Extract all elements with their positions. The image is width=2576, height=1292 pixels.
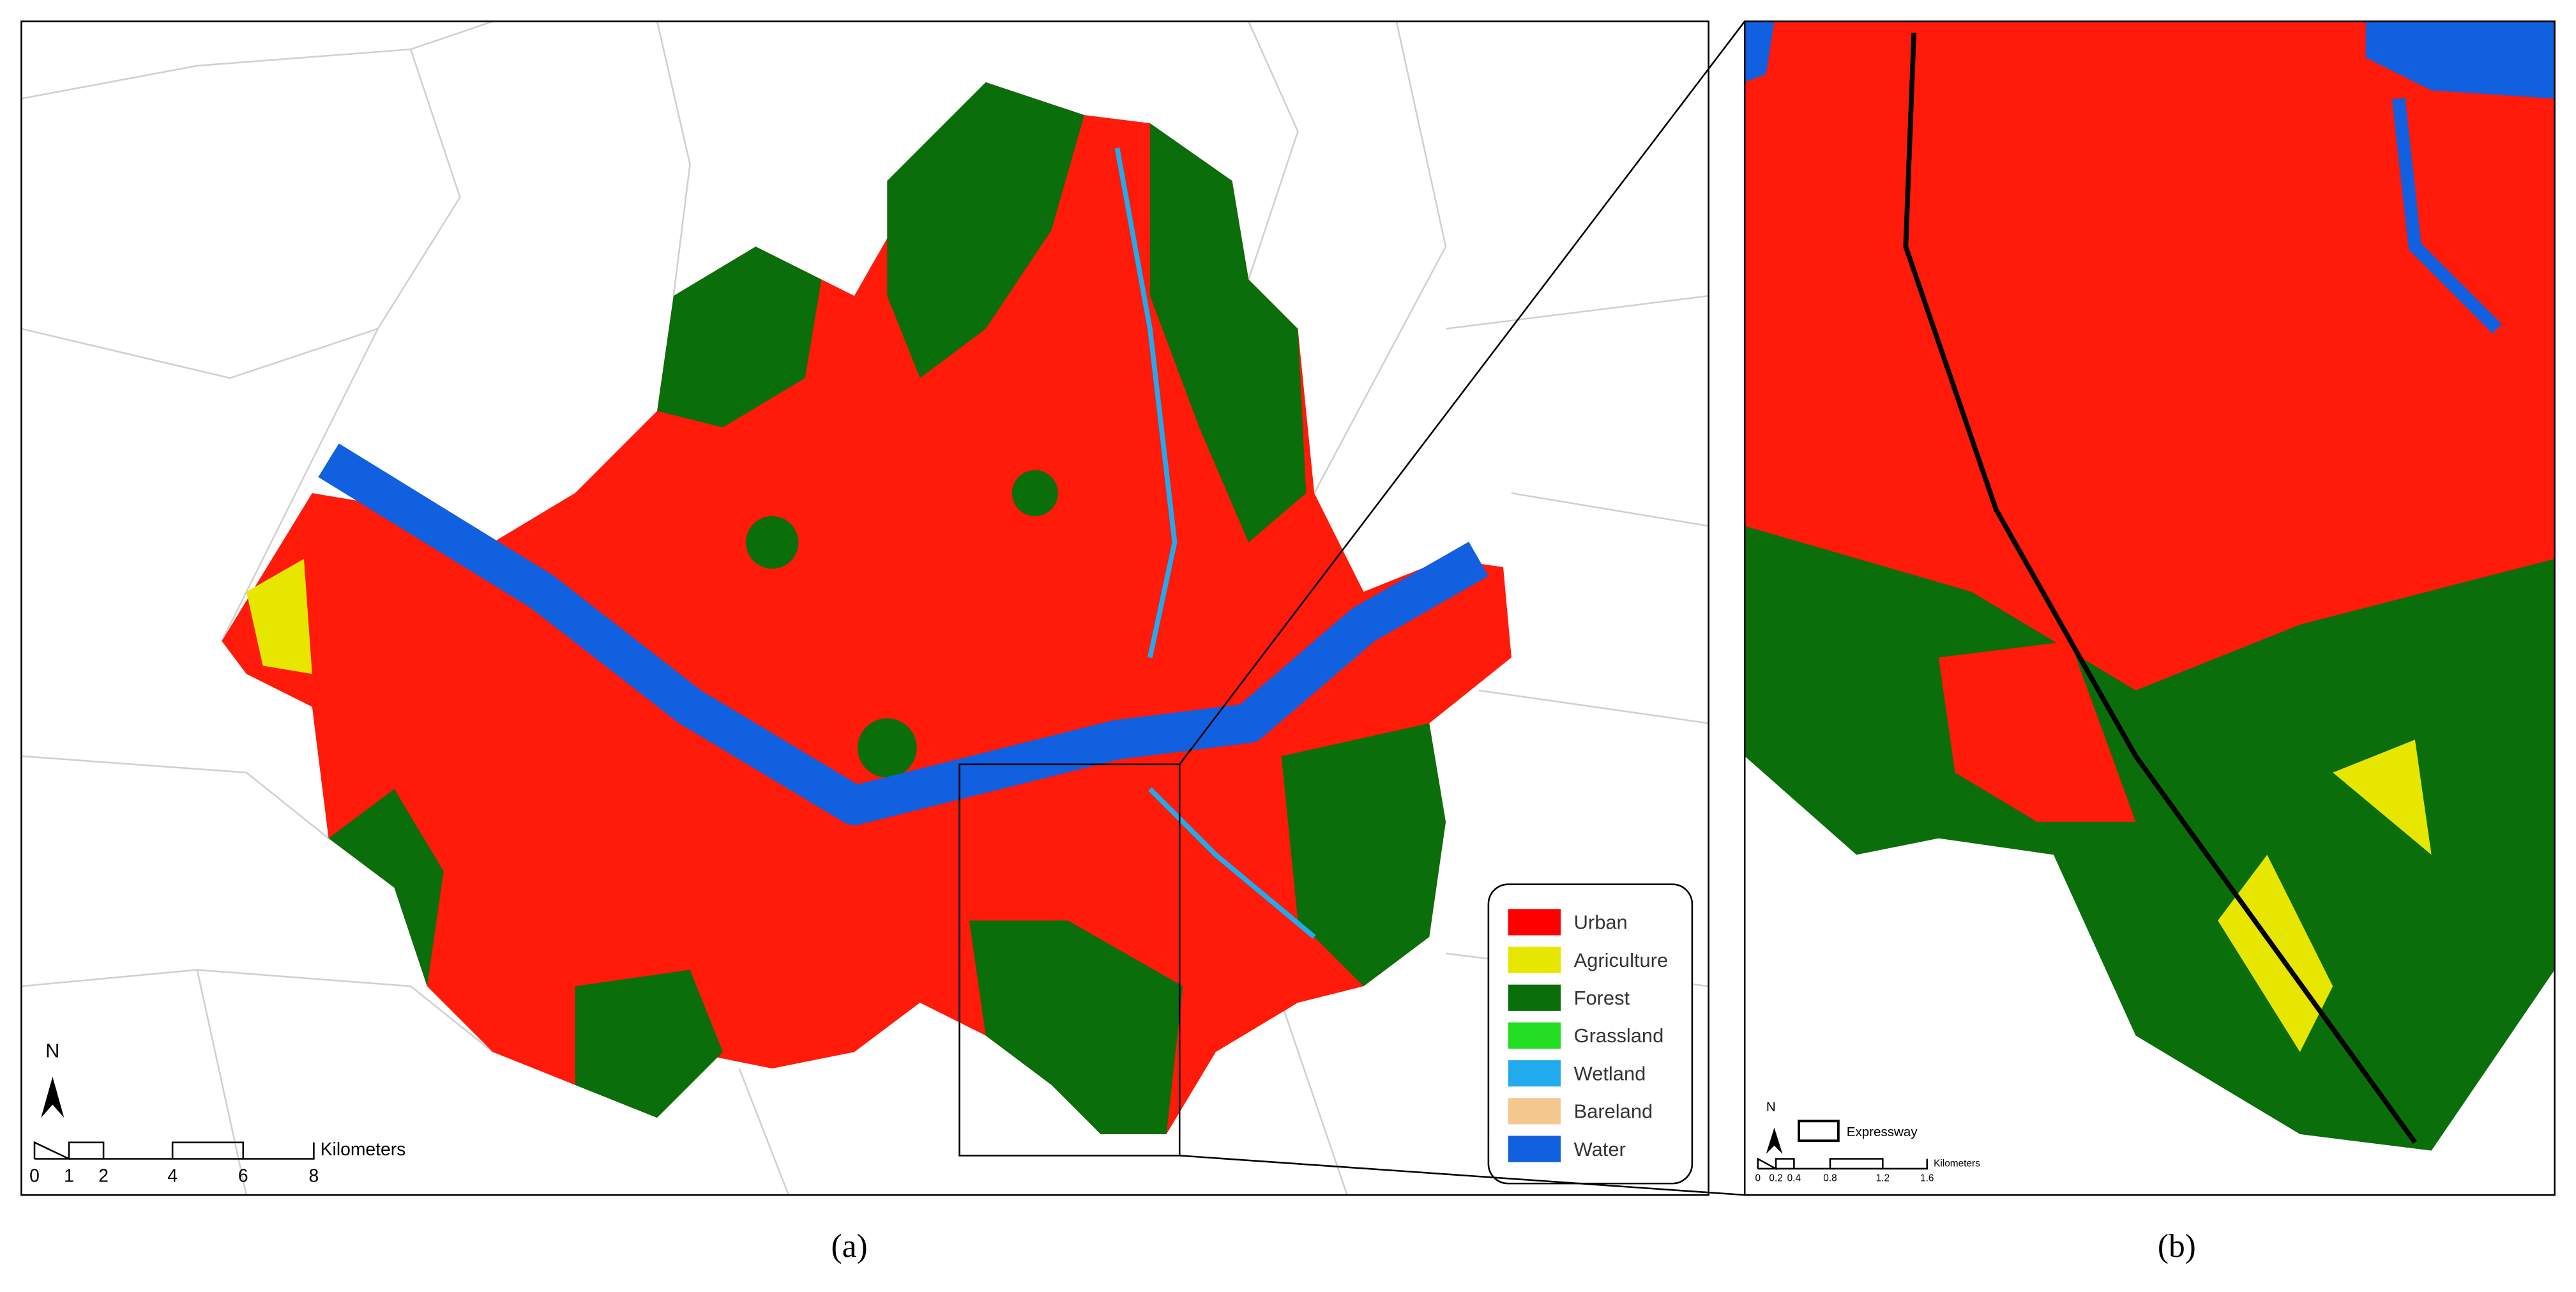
expressway-label: Expressway <box>1847 1125 1918 1139</box>
scale-bar-label: 1.2 <box>1876 1173 1890 1183</box>
north-arrow <box>41 1076 64 1118</box>
panel-a-frame <box>20 20 1709 1196</box>
scale-bar-label: 0 <box>1755 1173 1761 1183</box>
scale-bar-unit: Kilometers <box>321 1139 406 1159</box>
scale-bar-label: 0.4 <box>1787 1173 1801 1183</box>
north-label: N <box>45 1039 59 1061</box>
legend-label: Urban <box>1574 911 1628 934</box>
north-label: N <box>1766 1100 1776 1114</box>
scale-bar-label: 2 <box>98 1165 109 1185</box>
connector-lines <box>1179 20 1746 1196</box>
expressway-line <box>1903 33 2418 1144</box>
forest-patches <box>328 82 1446 1134</box>
panel-b-frame <box>1743 20 2556 1196</box>
legend-swatch <box>1508 1022 1561 1049</box>
seoul-urban <box>222 82 1512 1134</box>
scale-bar-label: 6 <box>238 1165 248 1185</box>
scale-bar-label: 0.2 <box>1769 1173 1782 1183</box>
agriculture-area <box>2218 740 2432 1053</box>
inset-box <box>958 763 1181 1157</box>
river <box>2391 98 2502 334</box>
legend-swatch <box>1508 946 1561 973</box>
scale-bar-label: 1 <box>64 1165 74 1185</box>
panel-b-label: (b) <box>2158 1228 2196 1265</box>
water-area <box>1745 21 2555 99</box>
scale-bar-label: 0 <box>29 1165 40 1185</box>
scale-bar-line <box>33 1141 315 1160</box>
legend-swatch <box>1508 909 1561 936</box>
legend-label: Grassland <box>1574 1024 1664 1047</box>
legend-swatch <box>1508 1098 1561 1125</box>
scale-bar-label: 8 <box>309 1165 319 1185</box>
legend-label: Forest <box>1574 987 1630 1009</box>
scale-bar-label: 1.6 <box>1920 1173 1934 1183</box>
panel-a-label: (a) <box>831 1228 868 1265</box>
legend-swatch <box>1508 984 1561 1011</box>
legend: Urban Agriculture Forest Grassland Wetland Ba… <box>1508 909 1668 1162</box>
scale-bar-unit: Kilometers <box>1934 1158 1980 1169</box>
legend-label: Bareland <box>1574 1100 1653 1123</box>
urban-strip <box>1938 641 2136 822</box>
legend-label: Wetland <box>1574 1062 1646 1084</box>
scale-bar-line <box>1757 1157 1928 1171</box>
stream <box>1114 147 1316 939</box>
scale-bar-label: 4 <box>167 1165 178 1185</box>
expressway-swatch <box>1798 1120 1840 1143</box>
legend-swatch <box>1508 1136 1561 1162</box>
agriculture-area <box>246 559 312 674</box>
han-river <box>318 443 1489 826</box>
legend-swatch <box>1508 1060 1561 1087</box>
scale-bar-label: 0.8 <box>1823 1173 1837 1183</box>
legend-label: Water <box>1574 1138 1626 1160</box>
legend-label: Agriculture <box>1574 949 1668 971</box>
urban-area <box>1745 21 2555 699</box>
north-arrow <box>1766 1127 1783 1154</box>
